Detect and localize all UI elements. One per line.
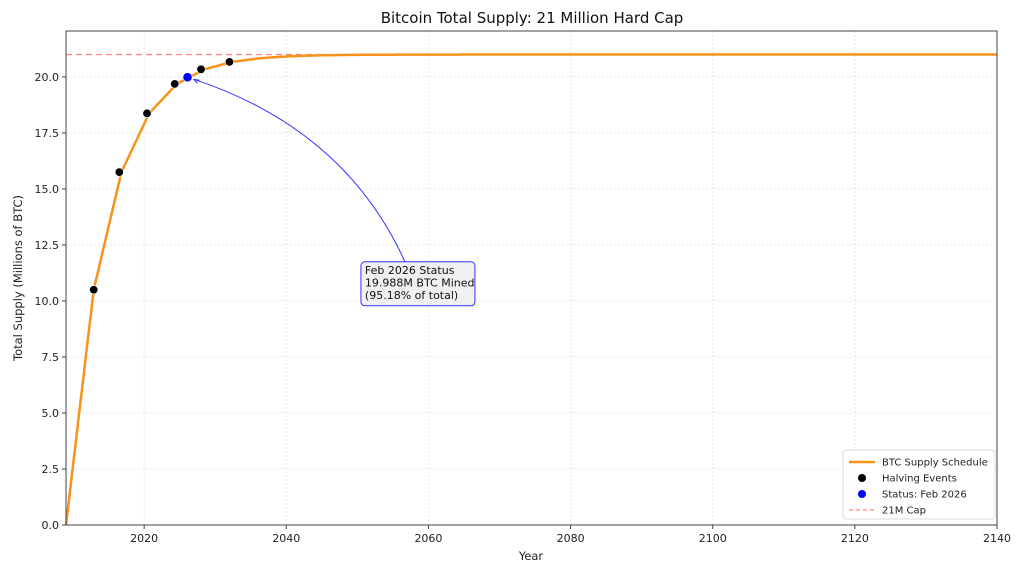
- legend-label-supply: BTC Supply Schedule: [882, 458, 988, 469]
- x-tick-label: 2080: [557, 532, 585, 545]
- y-tick-label: 2.5: [42, 463, 60, 476]
- legend-swatch-halving: [858, 474, 866, 482]
- x-tick-label: 2120: [841, 532, 869, 545]
- y-tick-label: 5.0: [42, 407, 60, 420]
- halving-point: [224, 57, 234, 67]
- halving-point: [114, 167, 124, 177]
- y-axis-label: Total Supply (Millions of BTC): [11, 195, 25, 362]
- legend-label-halving: Halving Events: [882, 474, 957, 485]
- halving-point: [89, 285, 99, 295]
- y-tick-label: 12.5: [35, 239, 60, 252]
- y-tick-label: 17.5: [35, 127, 60, 140]
- y-tick-label: 20.0: [35, 71, 60, 84]
- legend-box: [842, 449, 996, 520]
- annotation-line-3: (95.18% of total): [365, 289, 458, 302]
- x-axis-label: Year: [518, 549, 544, 563]
- halving-point: [196, 64, 206, 74]
- annotation-group: Feb 2026 Status 19.988M BTC Mined (95.18…: [193, 78, 476, 307]
- status-point: [182, 72, 193, 83]
- halving-point: [142, 108, 152, 118]
- annotation-arrow: [193, 78, 406, 262]
- legend-swatch-status: [858, 490, 866, 498]
- points-group: [89, 57, 234, 295]
- legend: BTC Supply Schedule Halving Events Statu…: [842, 449, 996, 520]
- x-tick-label: 2020: [130, 532, 158, 545]
- annotation-line-1: Feb 2026 Status: [365, 264, 455, 277]
- x-tick-label: 2060: [414, 532, 442, 545]
- y-tick-label: 0.0: [42, 519, 60, 532]
- y-tick-label: 7.5: [42, 351, 60, 364]
- annotation-box: [360, 261, 476, 307]
- x-tick-label: 2140: [983, 532, 1011, 545]
- y-tick-label: 10.0: [35, 295, 60, 308]
- legend-label-cap: 21M Cap: [882, 506, 926, 517]
- supply-line: [64, 53, 997, 526]
- ticks-group: 2020 2040 2060 2080 2100 2120 2140 0.0 2.5 5.0 7.5…: [35, 71, 1012, 545]
- annotation-arrowhead: [193, 78, 200, 84]
- chart-title: Bitcoin Total Supply: 21 Million Hard Ca…: [381, 9, 684, 27]
- annotation-line-2: 19.988M BTC Mined: [365, 276, 475, 289]
- halving-point: [170, 79, 180, 89]
- x-tick-label: 2040: [272, 532, 300, 545]
- supply-line-group: [64, 53, 997, 526]
- x-tick-label: 2100: [699, 532, 727, 545]
- plot-frame: [65, 30, 998, 526]
- legend-label-status: Status: Feb 2026: [882, 490, 967, 501]
- y-tick-label: 15.0: [35, 183, 60, 196]
